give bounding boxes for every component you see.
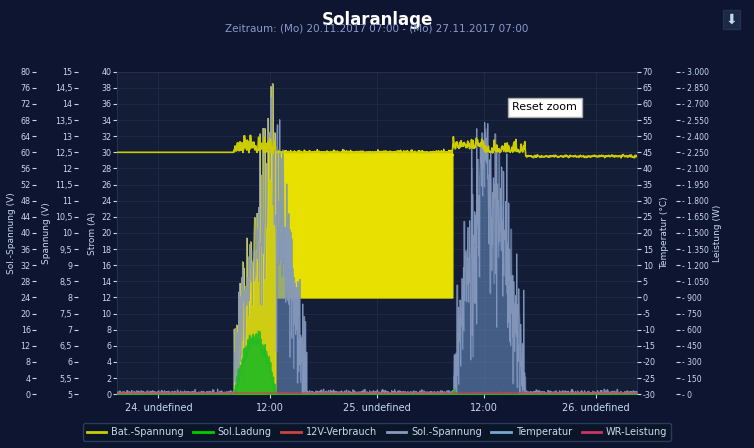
Y-axis label: Leistung (W): Leistung (W) — [713, 204, 722, 262]
Y-axis label: Sol.-Spannung (V): Sol.-Spannung (V) — [8, 192, 17, 274]
Text: ⬇: ⬇ — [726, 13, 737, 26]
Text: Reset zoom: Reset zoom — [512, 103, 577, 112]
Legend: Bat.-Spannung, Sol.Ladung, 12V-Verbrauch, Sol.-Spannung, Temperatur, WR-Leistung: Bat.-Spannung, Sol.Ladung, 12V-Verbrauch… — [83, 423, 671, 441]
Text: Zeitraum: (Mo) 20.11.2017 07:00 - (Mo) 27.11.2017 07:00: Zeitraum: (Mo) 20.11.2017 07:00 - (Mo) 2… — [225, 23, 529, 33]
Y-axis label: Temperatur (°C): Temperatur (°C) — [660, 197, 669, 269]
Y-axis label: Spannung (V): Spannung (V) — [41, 202, 51, 264]
Text: Solaranlage: Solaranlage — [321, 11, 433, 29]
Y-axis label: Strom (A): Strom (A) — [88, 211, 97, 254]
